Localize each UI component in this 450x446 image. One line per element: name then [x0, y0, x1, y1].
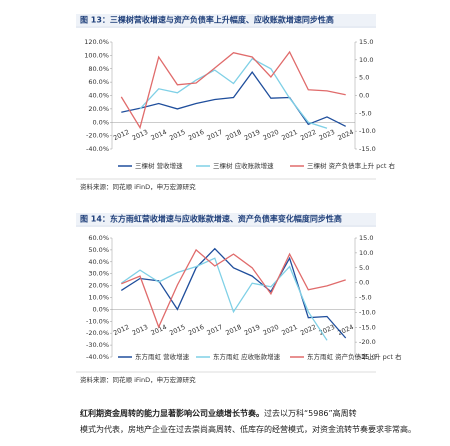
chart-title: 图 13：三棵树营收增速与资产负债率上升幅度、应收账款增速同步性高	[80, 15, 334, 25]
x-tick-label: 2016	[187, 323, 205, 337]
y-tick-label: 60.0%	[88, 234, 109, 242]
x-tick-label: 2014	[150, 128, 168, 142]
y-tick-label: 80.0%	[88, 65, 109, 73]
x-tick-label: 2021	[280, 128, 298, 142]
x-tick-label: 2018	[224, 323, 242, 337]
legend-label: 东方雨虹 营收增速	[135, 352, 190, 361]
series-line	[120, 50, 346, 130]
x-tick-label: 2020	[262, 128, 280, 142]
y2-tick-label: 10.0	[359, 249, 373, 257]
x-tick-label: 2013	[131, 128, 149, 142]
y-tick-label: 20.0%	[88, 282, 109, 290]
x-tick-label: 2012	[112, 323, 130, 337]
x-tick-label: 2017	[206, 323, 224, 337]
y-tick-label: -20.0%	[86, 329, 109, 337]
x-tick-label: 2019	[243, 128, 261, 142]
chart-title: 图 14：东方雨虹营收增速与应收账款增速、资产负债率变化幅度同步性高	[80, 214, 342, 224]
series-line	[120, 247, 347, 339]
x-tick-label: 2013	[131, 323, 149, 337]
body-bold: 红利期资金周转的能力显著影响公司业绩增长节奏。	[80, 408, 264, 418]
series-line	[120, 257, 328, 341]
y2-tick-label: -15.0	[359, 145, 376, 153]
legend-label: 东方雨虹 应收账款增速	[213, 352, 281, 361]
legend-label: 三棵树 应收账款增速	[213, 161, 274, 170]
x-tick-label: 2024	[336, 128, 354, 142]
y-tick-label: 50.0%	[88, 246, 109, 254]
y-tick-label: 100.0%	[84, 51, 109, 59]
x-tick-label: 2022	[299, 128, 317, 142]
body-rest: 过去以万科“5986”高周转	[264, 408, 357, 418]
y-tick-label: -40.0%	[86, 353, 109, 361]
y2-tick-label: -10.0	[359, 308, 376, 316]
y2-tick-label: 0.0	[359, 92, 369, 100]
y2-tick-label: -20.0	[359, 338, 376, 346]
legend-label: 三棵树 营收增速	[135, 161, 183, 170]
y-tick-label: 40.0%	[88, 92, 109, 100]
x-tick-label: 2014	[150, 323, 168, 337]
x-tick-label: 2021	[280, 323, 298, 337]
series-line	[139, 57, 328, 129]
source: 资料来源：同花顺 iFinD，申万宏源研究	[80, 375, 196, 384]
y-tick-label: 20.0%	[88, 105, 109, 113]
x-tick-label: 2019	[243, 323, 261, 337]
y2-tick-label: -10.0	[359, 127, 376, 135]
y-tick-label: 60.0%	[88, 78, 109, 86]
x-tick-label: 2018	[224, 128, 242, 142]
y2-tick-label: -5.0	[359, 294, 372, 302]
x-tick-label: 2016	[187, 128, 205, 142]
x-tick-label: 2020	[262, 323, 280, 337]
y-tick-label: 40.0%	[88, 258, 109, 266]
x-tick-label: 2022	[299, 323, 317, 337]
y-tick-label: -10.0%	[86, 317, 109, 325]
y2-tick-label: 5.0	[359, 74, 369, 82]
y2-tick-label: -25.0	[359, 353, 376, 361]
y2-tick-label: 5.0	[359, 264, 369, 272]
body-rest-line2: 模式为代表，房地产企业在过去崇尚高周转、低库存的经营模式，对资金流转节奏要求非常…	[80, 424, 416, 434]
legend-label: 东方雨虹 资产负债率上升 pct 右	[307, 352, 402, 361]
y2-tick-label: 10.0	[359, 56, 373, 64]
y2-tick-label: 15.0	[359, 38, 373, 46]
x-tick-label: 2012	[112, 128, 130, 142]
series-line	[121, 248, 346, 329]
legend-label: 三棵树 资产负债率上升 pct 右	[307, 161, 395, 170]
source: 资料来源：同花顺 iFinD，申万宏源研究	[80, 182, 196, 191]
y-tick-label: -30.0%	[86, 341, 109, 349]
y-tick-label: -40.0%	[86, 145, 109, 153]
series-line	[121, 70, 346, 127]
body-text: 红利期资金周转的能力显著影响公司业绩增长节奏。过去以万科“5986”高周转模式为…	[80, 408, 416, 434]
y2-tick-label: 15.0	[359, 234, 373, 242]
x-tick-label: 2023	[318, 128, 336, 142]
x-tick-label: 2015	[168, 323, 186, 337]
y-tick-label: -20.0%	[86, 132, 109, 140]
x-tick-label: 2017	[206, 128, 224, 142]
y2-tick-label: -5.0	[359, 109, 372, 117]
y2-tick-label: 0.0	[359, 279, 369, 287]
y2-tick-label: -15.0	[359, 323, 376, 331]
y-tick-label: 120.0%	[84, 38, 109, 46]
title-bar	[76, 213, 376, 225]
y-tick-label: 30.0%	[88, 270, 109, 278]
x-tick-label: 2015	[168, 128, 186, 142]
y-tick-label: 0.0%	[92, 305, 109, 313]
title-bar	[76, 14, 376, 26]
y-tick-label: 10.0%	[88, 294, 109, 302]
y-tick-label: 0.0%	[92, 118, 109, 126]
